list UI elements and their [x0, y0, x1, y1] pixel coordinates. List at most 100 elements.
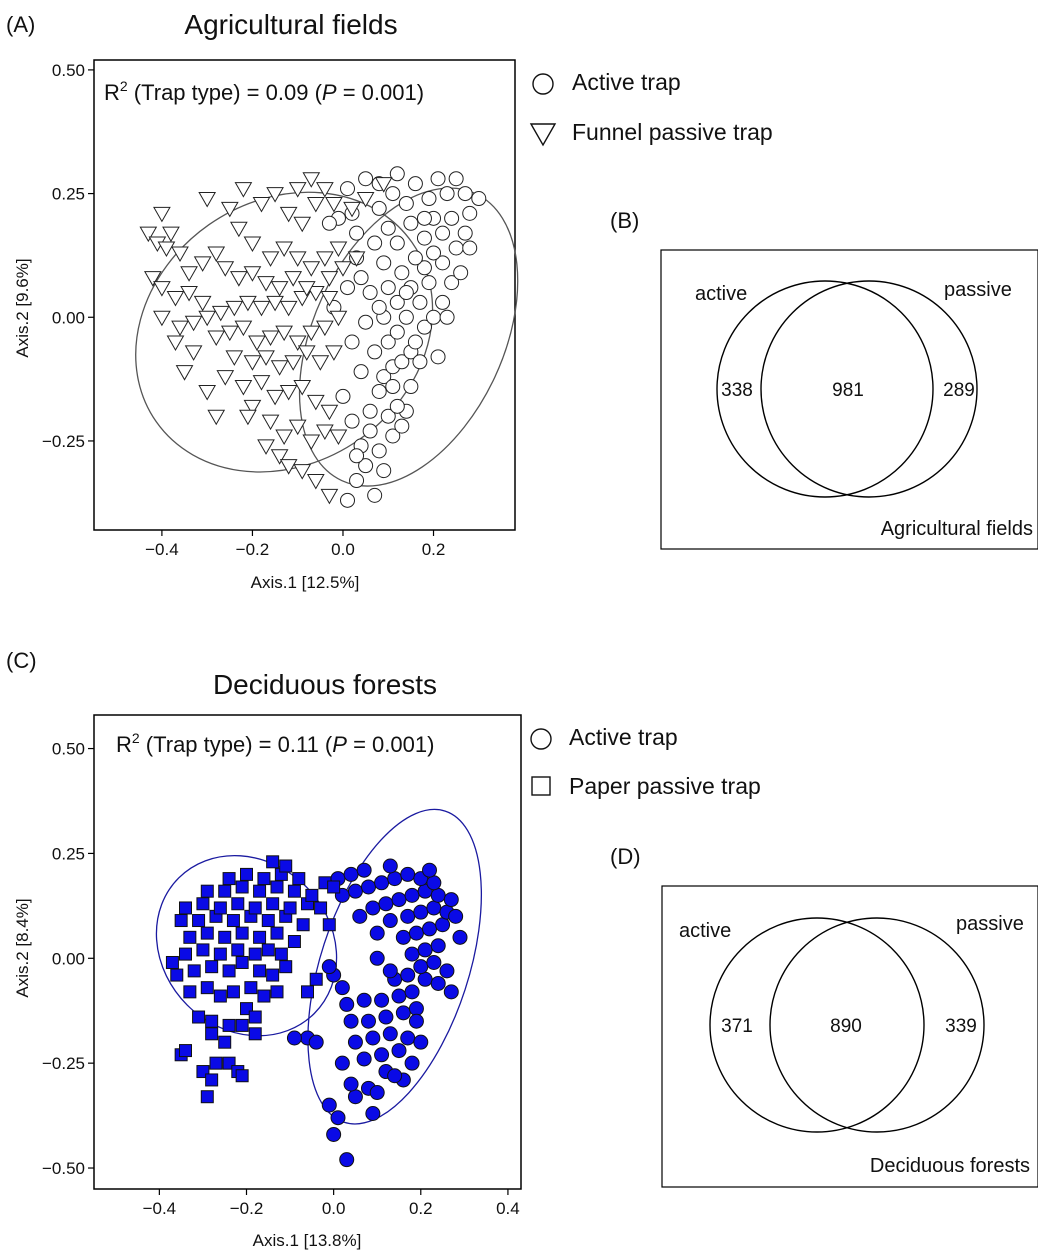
panel-a-point-triangle-67 — [234, 182, 253, 198]
panel-a-point-triangle-89 — [229, 271, 248, 287]
panel-c-x-ticks: −0.4 −0.2 0.0 0.2 0.4 — [143, 1189, 520, 1218]
panel-a-point-circle-40 — [416, 260, 432, 276]
panel-c-point-square-29 — [253, 964, 267, 978]
panel-c-point-square-54 — [196, 897, 210, 911]
panel-c-point-square-22 — [257, 989, 271, 1003]
panel-c-point-square-84 — [248, 1027, 262, 1041]
panel-a-point-triangle-13 — [184, 315, 203, 332]
panel-a-point-triangle-61 — [293, 464, 312, 480]
panel-a-point-circle-75 — [344, 334, 360, 350]
panel-a-point-circle-84 — [430, 349, 446, 365]
panel-c-point-square-37 — [261, 943, 275, 957]
venn-b-left-only-count: 338 — [721, 380, 753, 401]
panel-a-point-triangle-35 — [257, 350, 275, 366]
panel-c-point-circle-74 — [382, 858, 398, 874]
panel-a-point-triangle-87 — [329, 241, 348, 258]
panel-c-point-square-9 — [235, 1069, 249, 1083]
legend-c-passive-label: Paper passive trap — [569, 773, 761, 799]
panel-c-point-circle-44 — [430, 938, 446, 954]
panel-c-point-circle-2 — [326, 1126, 342, 1142]
panel-a-point-triangle-91 — [257, 276, 275, 292]
panel-a-point-circle-12 — [380, 408, 396, 424]
panel-a-point-circle-68 — [358, 171, 374, 187]
panel-c-point-circle-68 — [400, 866, 416, 882]
panel-a-y-ticks: 0.50 0.25 0.00 −0.25 — [42, 61, 94, 451]
venn-b-passive-circle — [760, 280, 978, 498]
panel-c-point-square-12 — [192, 1010, 206, 1024]
panel-a-point-circle-53 — [403, 215, 419, 231]
panel-c-point-square-66 — [287, 884, 301, 898]
panel-c-point-square-77 — [314, 901, 328, 915]
panel-a-point-circle-83 — [398, 285, 414, 301]
panel-a-point-triangle-4 — [162, 226, 180, 243]
panel-c-point-square-57 — [248, 901, 262, 915]
panel-c-point-square-61 — [200, 884, 214, 898]
panel-c-point-square-32 — [179, 947, 192, 961]
panel-c-point-square-78 — [322, 918, 336, 932]
venn-d-right-only-count: 339 — [945, 1016, 977, 1037]
panel-c-point-square-19 — [213, 989, 227, 1003]
panel-a-point-circle-45 — [448, 240, 464, 256]
panel-a-point-triangle-97 — [207, 246, 226, 262]
panel-a-point-triangle-75 — [288, 182, 307, 198]
panel-a-point-circle-14 — [389, 398, 405, 414]
panel-a-point-circle-82 — [412, 354, 428, 370]
panel-a-point-circle-60 — [421, 191, 437, 207]
panel-c-y-tick-label: −0.25 — [42, 1054, 85, 1073]
panel-c-point-square-46 — [192, 914, 206, 928]
panel-b: (B) active passive 338 981 289 Agricultu… — [610, 208, 1038, 550]
panel-c-point-square-23 — [270, 985, 284, 999]
panel-c-y-axis-label: Axis.2 [8.4%] — [13, 898, 32, 997]
panel-c-title: Deciduous forests — [213, 669, 437, 700]
panel-a-point-triangle-22 — [306, 286, 325, 302]
panel-c-point-square-10 — [205, 1027, 219, 1041]
panel-a-point-triangle-25 — [220, 325, 239, 342]
legend-a-active-label: Active trap — [572, 69, 681, 95]
panel-a-point-triangle-36 — [270, 360, 289, 376]
panel-c-point-circle-13 — [374, 1047, 390, 1063]
panel-a-point-circle-9 — [344, 413, 360, 429]
panel-a-point-triangle-52 — [261, 414, 280, 431]
panel-a-point-triangle-1 — [139, 226, 158, 243]
panel-a-point-circle-23 — [389, 324, 405, 340]
venn-d-caption: Deciduous forests — [870, 1155, 1030, 1177]
panel-a-point-triangle-100 — [347, 251, 366, 267]
panel-c-point-circle-64 — [347, 883, 363, 899]
panel-a-point-triangle-29 — [275, 325, 293, 342]
panel-a-point-triangle-105 — [184, 345, 203, 361]
panel-a-title: Agricultural fields — [184, 9, 397, 40]
panel-c-plot-frame — [93, 714, 522, 1190]
panel-c-point-square-2 — [179, 1044, 192, 1058]
panel-c-point-square-53 — [179, 901, 192, 915]
panel-a-point-triangle-12 — [171, 320, 189, 337]
panel-c-x-tick-label: −0.2 — [230, 1199, 264, 1218]
panel-c-point-circle-33 — [404, 984, 420, 1000]
panel-c-point-circle-14 — [391, 1043, 407, 1059]
panel-c-point-circle-41 — [439, 963, 455, 979]
panel-c-point-circle-82 — [452, 929, 468, 945]
venn-b-active-circle — [716, 280, 934, 498]
panel-a-point-triangle-77 — [343, 201, 361, 218]
panel-c-point-circle-78 — [321, 959, 337, 975]
panel-a-point-circle-32 — [435, 294, 451, 310]
panel-a-point-circle-38 — [353, 270, 369, 286]
panel-c-point-square-35 — [231, 943, 245, 957]
panel-a-point-circle-86 — [453, 265, 469, 281]
panel-a-point-triangle-26 — [234, 320, 253, 337]
panel-c-point-square-34 — [213, 947, 227, 961]
panel-a-point-circle-33 — [362, 285, 378, 301]
panel-a-point-triangle-40 — [325, 345, 343, 361]
panel-a-point-circle-52 — [380, 220, 396, 236]
panel-c-point-square-6 — [209, 1056, 223, 1070]
panel-c-point-circle-62 — [443, 892, 459, 908]
legend-c-square-icon — [531, 776, 551, 796]
panel-a-point-triangle-32 — [316, 320, 334, 337]
panel-a-point-triangle-37 — [284, 355, 303, 371]
panel-c-point-circle-53 — [426, 900, 442, 916]
panel-a-x-tick-label: 0.2 — [422, 540, 446, 559]
panel-c-point-circle-59 — [404, 887, 420, 903]
panel-a-point-triangle-20 — [279, 300, 298, 317]
panel-c-point-square-25 — [187, 964, 201, 978]
venn-b-caption: Agricultural fields — [881, 518, 1033, 540]
panel-a-x-tick-label: −0.2 — [236, 540, 270, 559]
